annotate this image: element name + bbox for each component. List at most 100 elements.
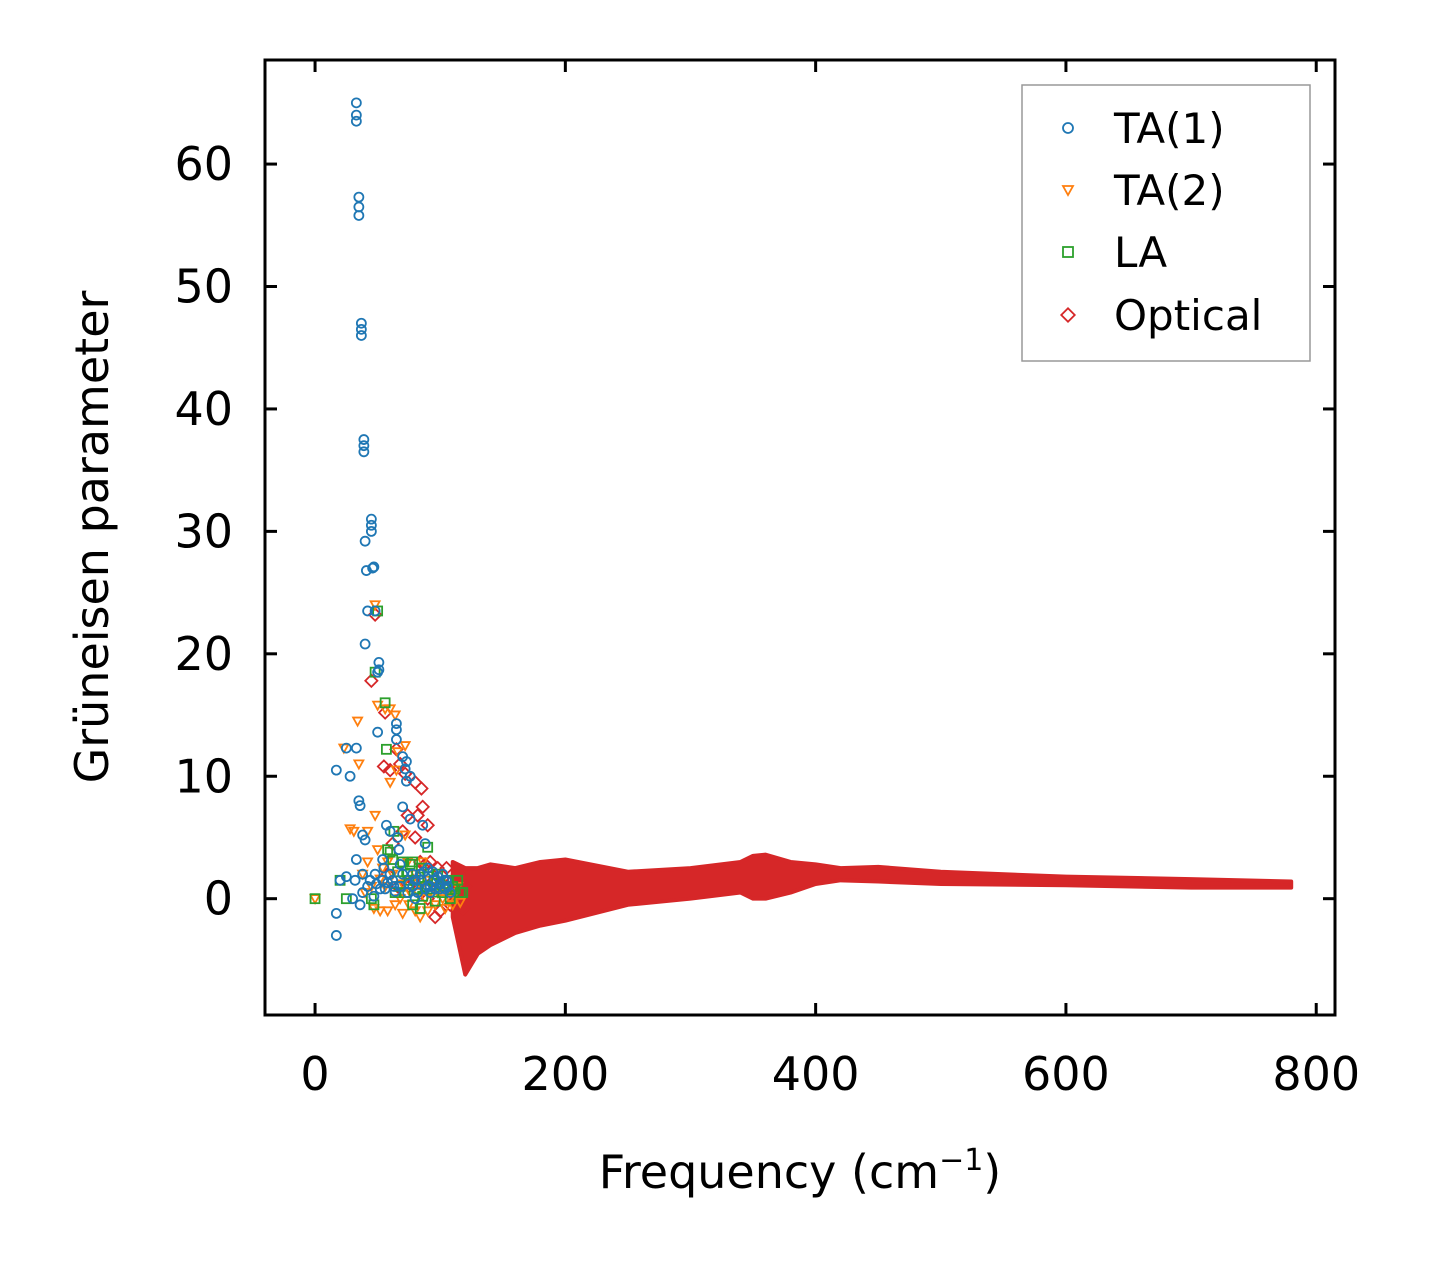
data-point xyxy=(353,795,365,807)
data-point xyxy=(415,799,431,815)
data-point xyxy=(350,109,362,121)
y-tick-label: 50 xyxy=(174,260,233,314)
data-point xyxy=(399,763,411,775)
data-point xyxy=(392,832,404,843)
legend-marker-circle xyxy=(1062,122,1074,134)
data-point xyxy=(397,801,409,813)
data-point xyxy=(429,895,441,907)
data-point xyxy=(404,859,416,870)
data-point xyxy=(397,856,409,868)
plot-frame xyxy=(263,58,1337,1017)
data-point xyxy=(384,868,396,880)
data-point xyxy=(350,742,362,754)
legend-marker-diamond xyxy=(1059,306,1077,324)
data-point xyxy=(387,854,399,865)
data-point xyxy=(365,513,377,525)
data-point xyxy=(451,866,467,882)
y-tick-label: 30 xyxy=(174,504,233,558)
data-point xyxy=(368,561,380,573)
data-point xyxy=(369,868,381,880)
legend-label-optical: Optical xyxy=(1114,291,1262,340)
y-tick-label: 10 xyxy=(174,749,233,803)
data-point xyxy=(350,115,362,127)
optical-band-layer xyxy=(450,852,1294,977)
data-point xyxy=(365,893,377,905)
x-tick-label: 800 xyxy=(1272,1047,1360,1101)
data-point xyxy=(358,440,370,452)
y-tick-label: 40 xyxy=(174,382,233,436)
data-point xyxy=(347,893,359,905)
data-point xyxy=(419,838,431,849)
data-point xyxy=(365,525,377,537)
data-point xyxy=(417,819,429,831)
data-point xyxy=(361,857,374,869)
data-point xyxy=(376,759,392,774)
data-point xyxy=(355,330,367,341)
data-point xyxy=(455,901,471,916)
data-point xyxy=(439,903,452,915)
data-point xyxy=(330,930,342,941)
data-point xyxy=(384,825,396,837)
data-point xyxy=(391,734,402,745)
data-point xyxy=(362,605,374,617)
data-point xyxy=(380,743,392,755)
data-point xyxy=(357,868,369,880)
data-point xyxy=(407,868,419,880)
data-point xyxy=(355,323,367,335)
data-point xyxy=(387,874,399,886)
x-tick-label: 600 xyxy=(1022,1047,1110,1101)
data-point xyxy=(374,906,387,918)
data-point xyxy=(414,903,426,914)
data-point xyxy=(442,881,454,892)
data-point xyxy=(344,770,356,782)
data-point xyxy=(409,893,421,905)
y-axis-label: Grüneisen parameter xyxy=(65,290,119,783)
x-tick-label: 0 xyxy=(300,1047,329,1101)
data-point xyxy=(382,762,398,778)
data-point xyxy=(454,897,467,909)
data-point xyxy=(347,826,360,838)
x-tick-label: 400 xyxy=(772,1047,860,1101)
data-point xyxy=(389,900,402,912)
data-point xyxy=(355,317,367,329)
data-point xyxy=(400,808,416,823)
data-point xyxy=(352,759,365,771)
data-point xyxy=(350,97,362,109)
data-point xyxy=(393,844,405,856)
legend: TA(1) TA(2) LA Optical xyxy=(1021,84,1311,362)
legend-box xyxy=(1021,84,1311,362)
data-point xyxy=(457,887,469,898)
y-tick-label: 20 xyxy=(174,627,233,681)
x-tick-label: 200 xyxy=(521,1047,609,1101)
data-point xyxy=(420,817,436,833)
data-point xyxy=(344,824,357,836)
data-point xyxy=(377,854,389,865)
data-point xyxy=(452,874,464,886)
data-point xyxy=(309,894,322,906)
data-point xyxy=(369,605,381,617)
data-point xyxy=(353,201,365,213)
legend-label-la: LA xyxy=(1114,228,1167,277)
legend-label-ta2: TA(2) xyxy=(1113,166,1225,215)
data-point xyxy=(309,893,321,905)
data-point xyxy=(330,907,342,919)
data-point xyxy=(373,656,385,668)
data-point xyxy=(368,890,380,902)
data-point xyxy=(401,756,412,767)
data-point xyxy=(389,710,402,722)
data-point xyxy=(365,519,377,531)
data-point xyxy=(396,908,409,920)
data-point xyxy=(390,765,403,777)
data-point xyxy=(397,868,409,880)
legend-label-ta1: TA(1) xyxy=(1113,104,1225,153)
data-point xyxy=(359,834,371,846)
scatter-points-layer xyxy=(309,97,473,941)
data-point xyxy=(378,862,390,874)
data-point xyxy=(349,874,361,886)
data-point xyxy=(340,893,352,905)
data-point xyxy=(404,813,416,825)
data-point xyxy=(388,881,400,892)
data-point xyxy=(441,874,452,886)
data-point xyxy=(354,899,366,911)
